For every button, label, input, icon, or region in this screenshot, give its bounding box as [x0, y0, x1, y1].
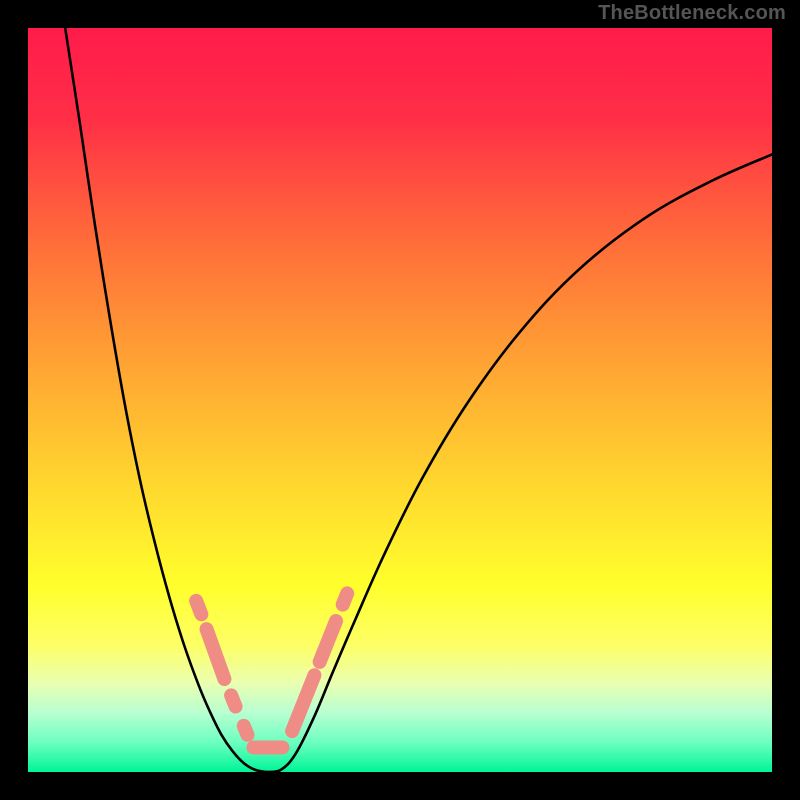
plot-background: [28, 28, 772, 772]
chart-frame: TheBottleneck.com: [0, 0, 800, 800]
watermark-text: TheBottleneck.com: [598, 2, 786, 25]
bottleneck-chart: [0, 0, 800, 800]
